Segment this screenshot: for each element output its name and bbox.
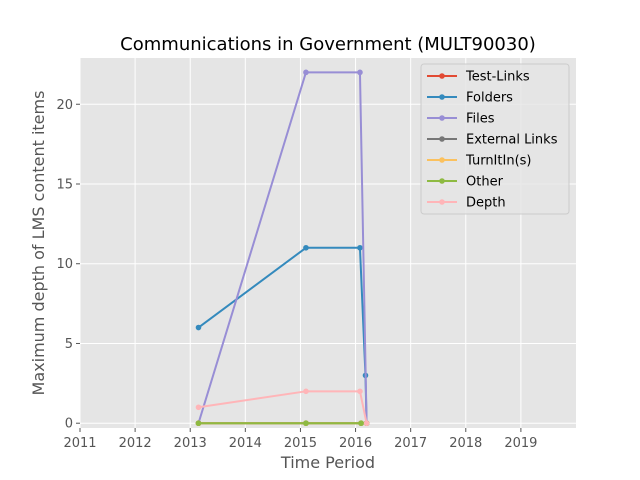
- legend-entry-4: TurnItIn(s): [465, 154, 531, 169]
- data-point: [357, 388, 363, 395]
- legend-marker-6: [439, 199, 445, 205]
- legend-marker-5: [439, 178, 445, 184]
- x-tick-label: 2014: [229, 436, 262, 451]
- legend-box: [420, 63, 570, 215]
- data-point: [303, 244, 309, 251]
- x-tick-label: 2018: [449, 436, 482, 451]
- x-tick-label: 2011: [63, 436, 96, 451]
- x-axis-ticks: 2011 2012 2013 2014 2015 2016 2017 2018 2019: [63, 428, 537, 451]
- y-axis-label: Maximum depth of LMS content items: [29, 91, 48, 396]
- data-point: [195, 404, 202, 411]
- data-point: [303, 420, 309, 427]
- legend-entry-2: Files: [466, 112, 495, 127]
- legend-marker-4: [439, 157, 445, 163]
- data-point: [195, 420, 202, 427]
- y-axis-ticks: 0 5 10 15 20: [56, 98, 80, 432]
- legend-marker-2: [439, 115, 445, 121]
- series-group: [195, 69, 370, 427]
- legend-entry-0: Test-Links: [465, 70, 530, 85]
- x-tick-label: 2017: [394, 436, 427, 451]
- data-point: [357, 244, 363, 251]
- x-tick-label: 2013: [174, 436, 207, 451]
- x-tick-label: 2016: [339, 436, 372, 451]
- y-tick-label: 15: [56, 177, 73, 192]
- data-point: [358, 420, 364, 427]
- y-tick-label: 0: [65, 417, 73, 432]
- legend-entry-6: Depth: [466, 196, 506, 211]
- legend-marker-1: [439, 94, 445, 100]
- chart-title: Communications in Government (MULT90030): [120, 34, 536, 55]
- legend: Test-Links Folders Files External Links Turn…: [420, 63, 570, 215]
- data-point: [303, 388, 309, 395]
- series-line-2: [197, 71, 368, 425]
- x-tick-label: 2019: [504, 436, 537, 451]
- legend-entry-1: Folders: [466, 91, 513, 106]
- data-point: [195, 324, 202, 331]
- y-tick-label: 5: [65, 337, 73, 352]
- legend-marker-3: [439, 136, 445, 142]
- data-point: [363, 420, 370, 427]
- y-tick-label: 10: [56, 257, 73, 272]
- x-tick-label: 2015: [284, 436, 317, 451]
- data-point: [303, 69, 309, 76]
- series-line-6: [197, 390, 368, 425]
- legend-entry-5: Other: [466, 175, 504, 190]
- y-tick-label: 20: [56, 98, 73, 113]
- x-tick-label: 2012: [119, 436, 152, 451]
- legend-marker-0: [439, 73, 445, 79]
- data-point: [357, 69, 363, 76]
- legend-entry-3: External Links: [466, 133, 558, 148]
- x-axis-label: Time Period: [280, 453, 375, 472]
